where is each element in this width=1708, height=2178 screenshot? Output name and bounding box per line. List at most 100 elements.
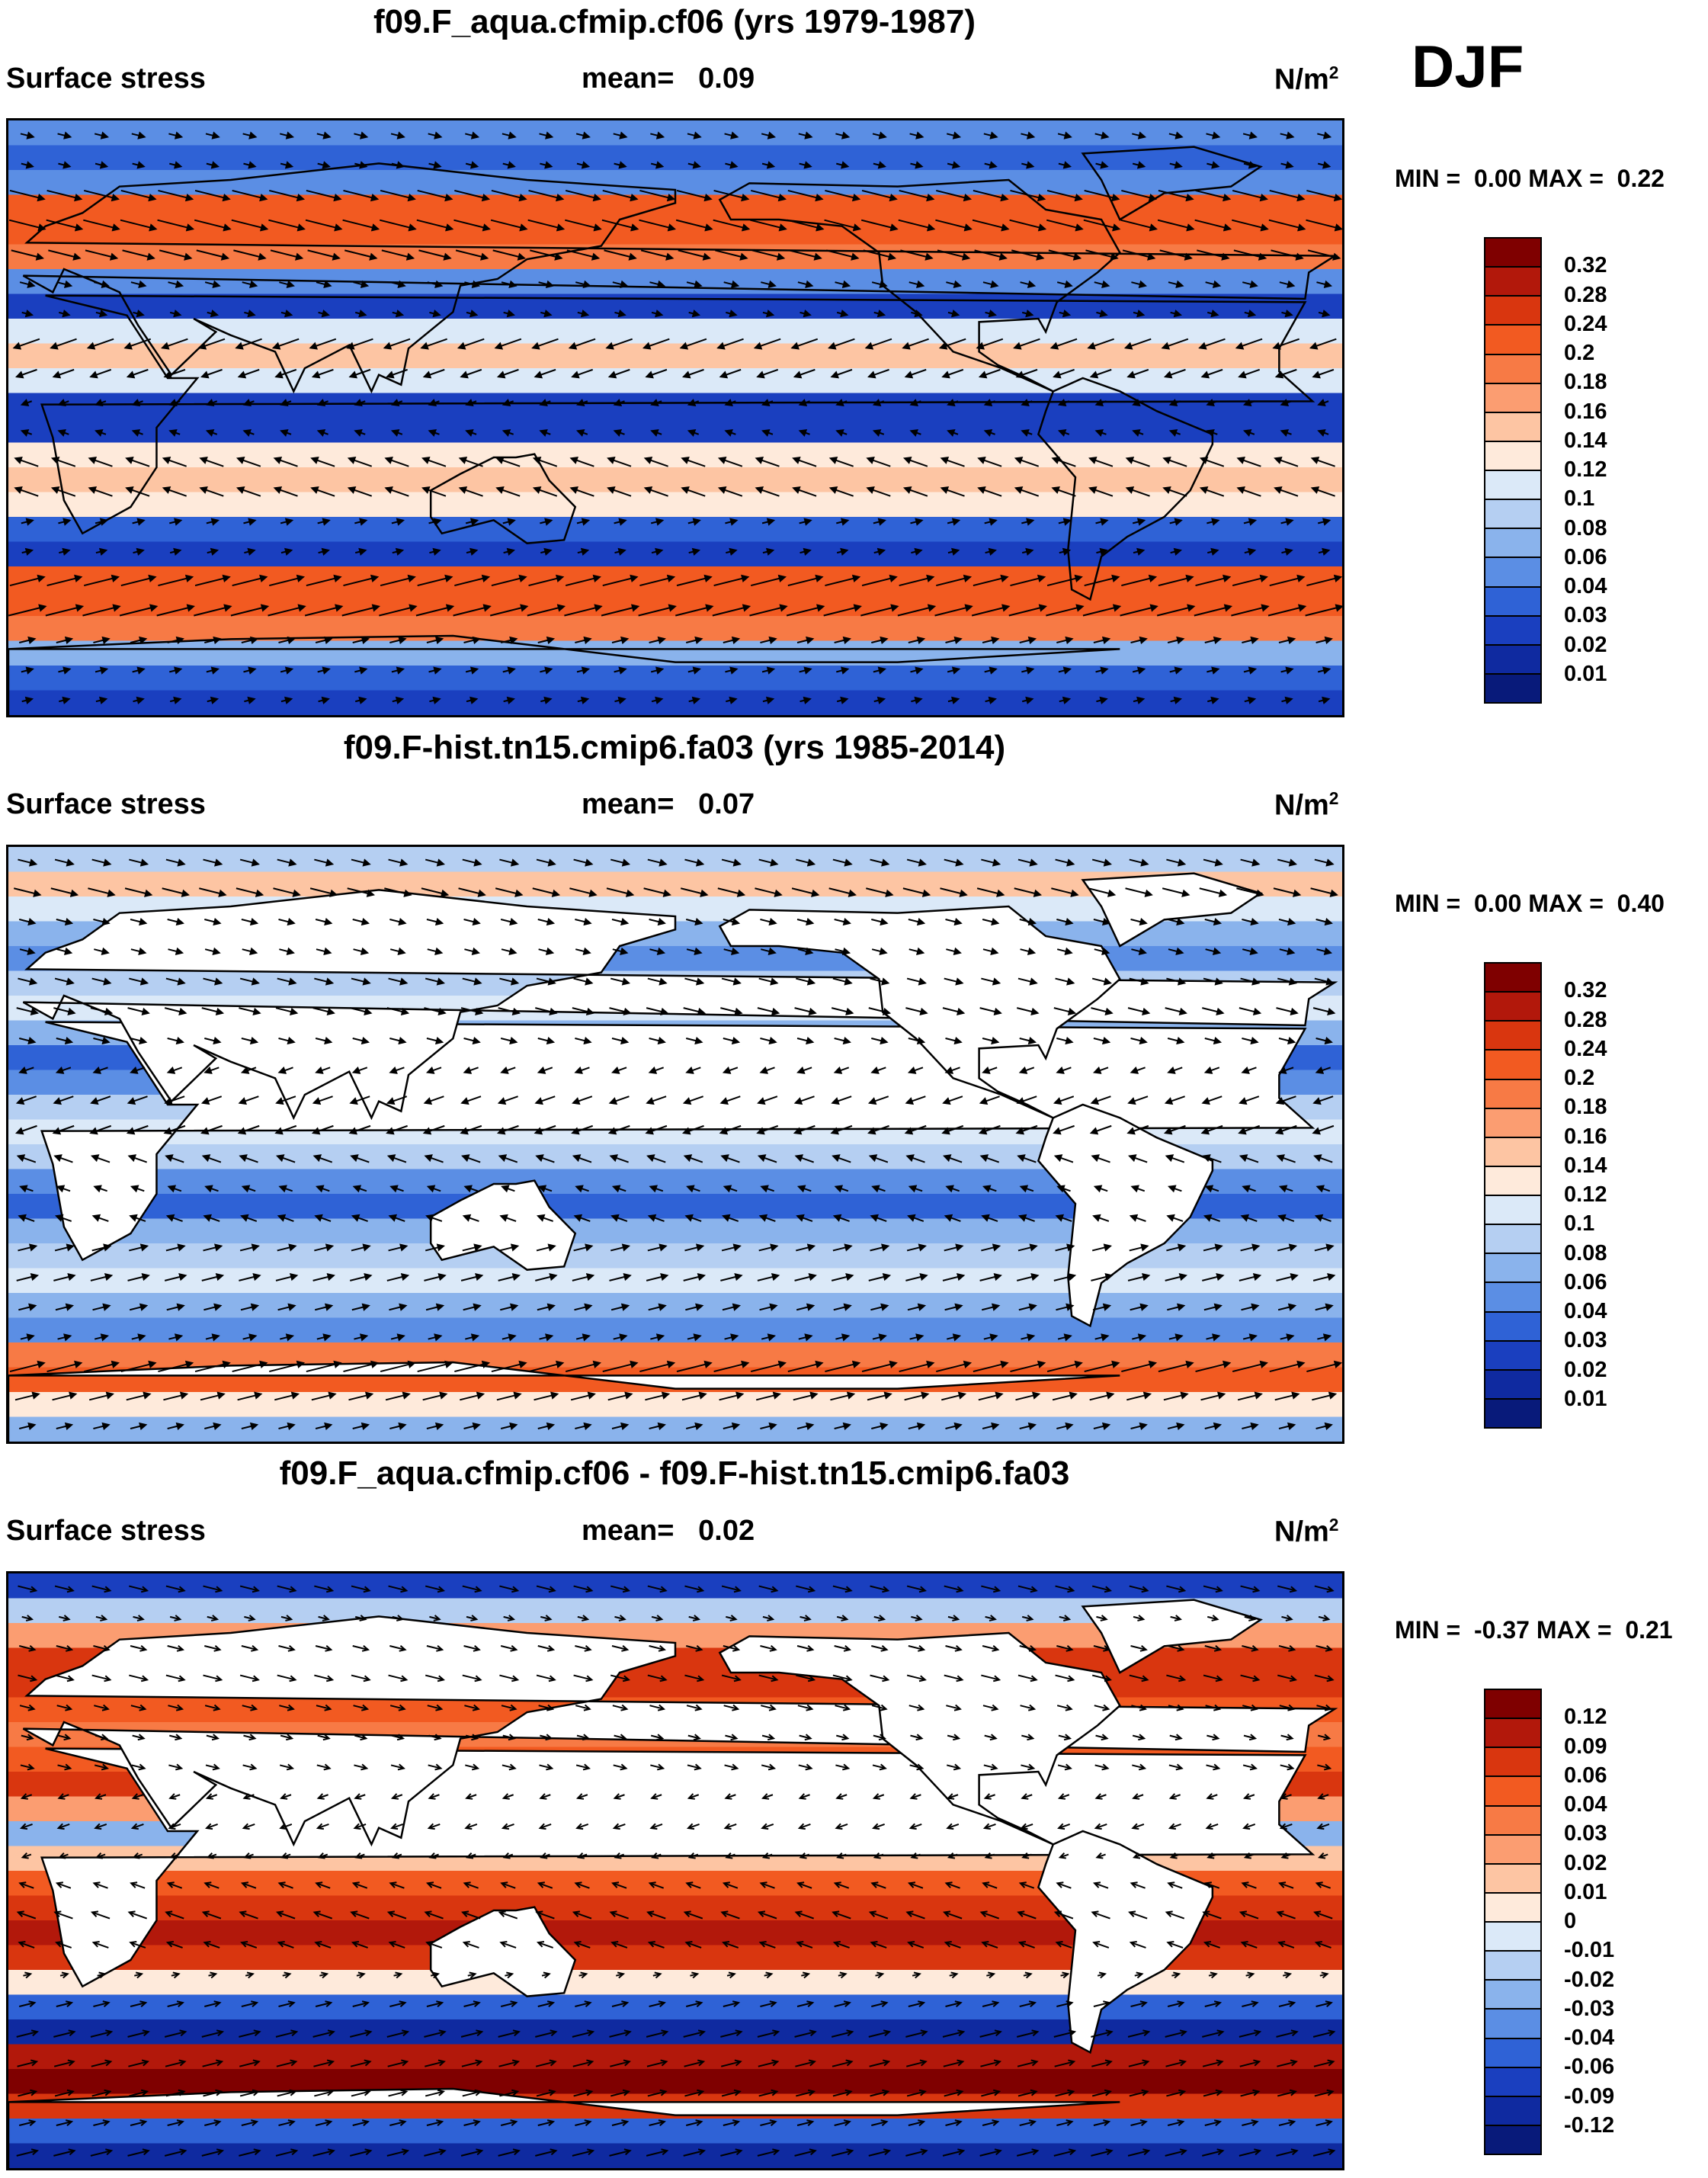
wind-stress-vector	[982, 1066, 998, 1074]
wind-stress-vector	[982, 1036, 1000, 1045]
wind-stress-vector	[55, 1214, 72, 1222]
colorbar-tick-label: 0.28	[1564, 282, 1607, 307]
wind-stress-vector	[384, 456, 409, 467]
wind-stress-vector	[465, 428, 477, 437]
wind-stress-vector	[1239, 1095, 1260, 1105]
wind-stress-vector	[834, 1185, 849, 1193]
wind-stress-vector	[242, 947, 258, 955]
wind-stress-vector	[1019, 636, 1037, 645]
wind-stress-vector	[1267, 604, 1307, 617]
wind-stress-vector	[1060, 1971, 1070, 1979]
wind-stress-vector	[1202, 1007, 1225, 1016]
wind-stress-vector	[204, 1185, 219, 1193]
wind-stress-vector	[167, 1422, 184, 1431]
wind-stress-vector	[206, 1734, 220, 1741]
wind-stress-vector	[1017, 1674, 1038, 1682]
wind-stress-vector	[425, 858, 446, 867]
wind-stress-vector	[129, 1674, 149, 1682]
wind-stress-vector	[348, 1124, 371, 1135]
wind-stress-vector	[1240, 1214, 1258, 1222]
wind-stress-vector	[59, 310, 71, 318]
wind-stress-vector	[463, 2000, 481, 2007]
wind-stress-vector	[341, 604, 381, 617]
wind-stress-vector	[351, 2089, 371, 2097]
wind-stress-vector	[613, 131, 628, 140]
wind-stress-vector	[611, 636, 630, 645]
wind-stress-vector	[575, 1645, 592, 1652]
wind-stress-vector	[495, 486, 521, 497]
wind-stress-vector	[1013, 338, 1040, 350]
wind-stress-vector	[573, 1243, 594, 1252]
panel-2-map	[6, 845, 1344, 1444]
wind-stress-vector	[1243, 1734, 1258, 1741]
wind-stress-vector	[90, 1007, 114, 1016]
wind-stress-vector	[165, 977, 186, 986]
wind-stress-vector	[1306, 1360, 1342, 1373]
wind-stress-vector	[947, 666, 961, 675]
wind-stress-vector	[466, 696, 479, 704]
wind-stress-vector	[796, 1036, 815, 1045]
wind-stress-vector	[720, 2059, 742, 2067]
wind-stress-vector	[1133, 310, 1146, 318]
wind-stress-vector	[649, 2119, 666, 2126]
wind-stress-vector	[427, 947, 444, 955]
wind-stress-vector	[498, 1154, 518, 1163]
colorbar-swatch	[1485, 558, 1540, 588]
wind-stress-vector	[687, 1852, 699, 1859]
wind-stress-vector	[643, 887, 671, 897]
wind-stress-vector	[277, 1303, 296, 1311]
wind-stress-vector	[311, 368, 334, 379]
colorbar-tick-label: 0.06	[1564, 1763, 1607, 1788]
wind-stress-vector	[241, 1422, 259, 1431]
stress-band	[8, 1317, 1342, 1343]
wind-stress-vector	[386, 1095, 408, 1105]
wind-stress-vector	[833, 1066, 850, 1074]
wind-stress-vector	[167, 1645, 184, 1652]
wind-stress-vector	[89, 368, 112, 379]
panel-2-colorbar-labels: 0.32 0.28 0.24 0.2 0.18 0.16 0.14 0.12 0.1 0.08 0.…	[1564, 962, 1678, 1429]
wind-stress-vector	[1053, 1007, 1077, 1016]
wind-stress-vector	[984, 666, 998, 675]
wind-stress-vector	[204, 2119, 222, 2126]
wind-stress-vector	[352, 2000, 370, 2007]
wind-stress-vector	[463, 2119, 481, 2126]
wind-stress-vector	[687, 161, 701, 169]
wind-stress-vector	[1242, 1763, 1258, 1771]
wind-stress-vector	[1059, 310, 1072, 318]
wind-stress-vector	[532, 456, 558, 467]
wind-stress-vector	[831, 1272, 854, 1281]
wind-stress-vector	[868, 1910, 889, 1920]
wind-stress-vector	[787, 1360, 824, 1373]
wind-stress-vector	[687, 1763, 702, 1771]
wind-stress-vector	[204, 1036, 222, 1045]
wind-stress-vector	[675, 219, 713, 232]
wind-stress-vector	[92, 1303, 111, 1311]
wind-stress-vector	[907, 1881, 924, 1889]
wind-stress-vector	[1269, 574, 1306, 587]
wind-stress-vector	[354, 666, 368, 675]
wind-stress-vector	[1094, 1793, 1107, 1800]
wind-stress-vector	[95, 518, 109, 526]
wind-stress-vector	[1235, 338, 1263, 350]
wind-stress-vector	[1202, 2029, 1225, 2038]
wind-stress-vector	[1205, 947, 1222, 955]
wind-stress-vector	[535, 2059, 557, 2067]
panel-1-map	[6, 118, 1344, 717]
wind-stress-vector	[978, 1391, 1004, 1401]
wind-stress-vector	[501, 1185, 515, 1193]
wind-stress-vector	[1317, 399, 1329, 407]
wind-stress-vector	[982, 1185, 997, 1193]
wind-stress-vector	[463, 917, 481, 926]
wind-stress-vector	[757, 1272, 780, 1281]
colorbar-tick-label: 0.2	[1564, 1066, 1595, 1090]
colorbar-swatch	[1485, 1748, 1540, 1778]
wind-stress-vector	[124, 887, 153, 897]
wind-stress-vector	[1091, 2029, 1114, 2038]
wind-stress-vector	[651, 696, 664, 704]
wind-stress-vector	[424, 1154, 444, 1163]
wind-stress-vector	[578, 1971, 588, 1979]
wind-stress-vector	[18, 1422, 37, 1431]
wind-stress-vector	[639, 219, 677, 232]
wind-stress-vector	[1048, 249, 1082, 261]
wind-stress-vector	[640, 249, 675, 261]
